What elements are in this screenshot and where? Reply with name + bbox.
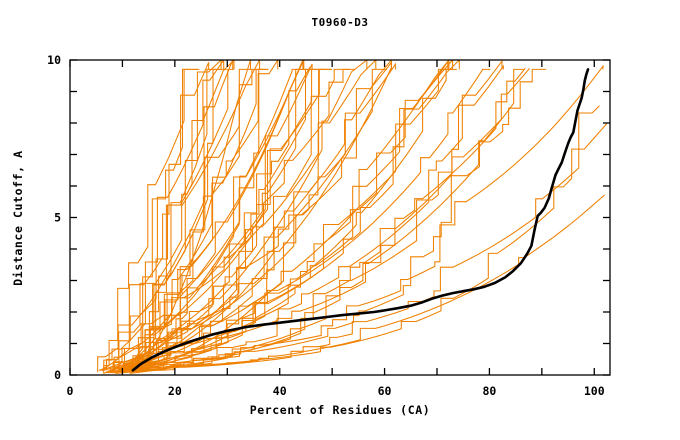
prediction-curve [120, 68, 198, 374]
prediction-curve [110, 60, 392, 373]
prediction-curve [116, 64, 504, 374]
prediction-curve [132, 67, 530, 372]
prediction-curve [117, 194, 606, 373]
prediction-curve [113, 68, 269, 370]
x-tick-60: 60 [378, 384, 392, 398]
y-tick-0: 0 [54, 368, 61, 382]
y-tick-5: 5 [54, 211, 61, 225]
prediction-curves-group [97, 60, 608, 374]
y-axis-label: Distance Cutoff, A [11, 150, 25, 285]
prediction-curve [109, 60, 503, 371]
prediction-curve [103, 66, 310, 374]
prediction-curve [114, 68, 234, 373]
x-tick-80: 80 [482, 384, 496, 398]
prediction-curve [130, 60, 304, 373]
prediction-curve [112, 68, 319, 374]
prediction-curve [134, 63, 313, 371]
x-tick-20: 20 [168, 384, 182, 398]
prediction-curve [97, 60, 234, 373]
prediction-curve [141, 123, 608, 372]
prediction-curve [109, 60, 450, 374]
prediction-curve [105, 60, 261, 373]
x-axis-label: Percent of Residues (CA) [250, 403, 431, 417]
axis-tick-labels: 0 20 40 60 80 100 0 5 10 [47, 53, 605, 398]
prediction-curve [119, 60, 368, 372]
prediction-curve [130, 60, 392, 372]
reference-curve [131, 68, 590, 372]
prediction-curve [99, 60, 235, 371]
prediction-curve [103, 60, 225, 372]
prediction-curve [135, 68, 457, 371]
reference-curve-group [131, 68, 590, 372]
prediction-curve [105, 62, 210, 371]
prediction-curve [121, 68, 547, 371]
prediction-curve [137, 68, 220, 374]
x-tick-100: 100 [584, 384, 605, 398]
prediction-curve [117, 68, 453, 371]
x-tick-40: 40 [273, 384, 287, 398]
prediction-curve [107, 68, 332, 374]
prediction-curve [132, 64, 604, 371]
y-tick-10: 10 [47, 53, 61, 67]
prediction-curve [121, 68, 305, 372]
prediction-curve [132, 60, 252, 372]
prediction-curve [101, 68, 311, 372]
page-title: T0960-D3 [311, 16, 369, 29]
prediction-curve [103, 68, 200, 374]
axis-ticks [69, 59, 610, 376]
x-tick-0: 0 [67, 384, 74, 398]
